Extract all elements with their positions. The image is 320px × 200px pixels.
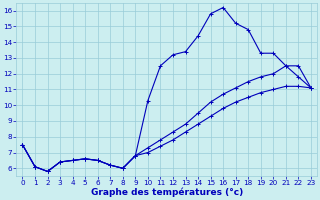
X-axis label: Graphe des températures (°c): Graphe des températures (°c) <box>91 188 243 197</box>
